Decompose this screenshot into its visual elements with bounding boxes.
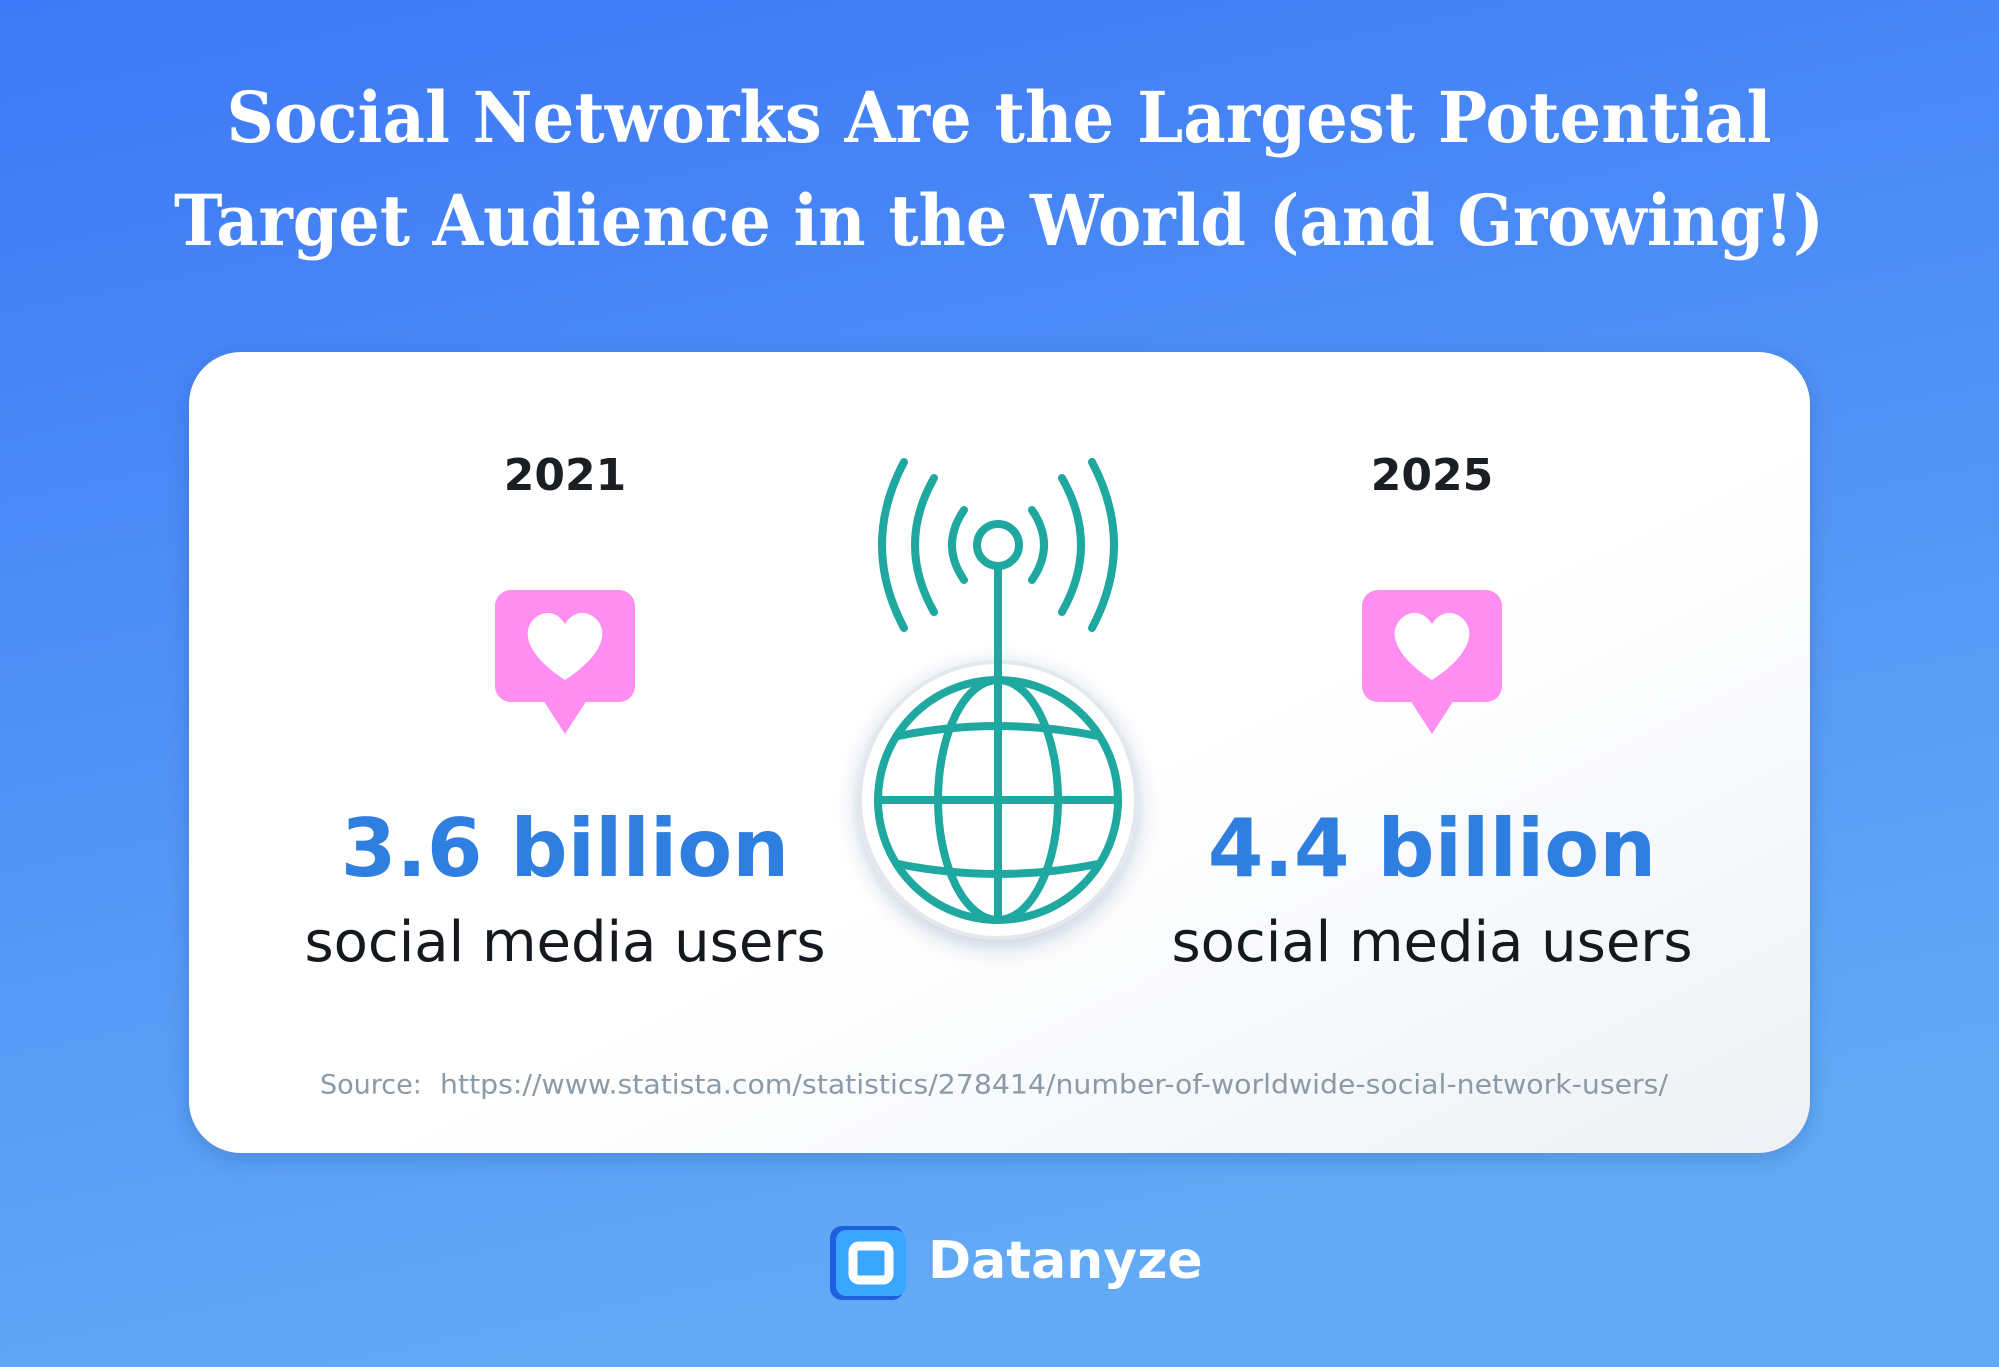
stat-label: social media users — [304, 910, 825, 975]
amount: 4.4 billion — [1208, 802, 1656, 895]
title-line: Social Networks Are the Largest Potentia… — [227, 76, 1772, 159]
title-line: Target Audience in the World (and Growin… — [174, 179, 1824, 262]
brand-name: Datanyze — [928, 1231, 1203, 1291]
globe-icon — [858, 458, 1138, 940]
source-label: Source: — [320, 1070, 422, 1101]
source-url: https://www.statista.com/statistics/2784… — [440, 1070, 1669, 1101]
year: 2021 — [504, 450, 626, 501]
stat-label: social media users — [1171, 910, 1692, 975]
brand-logo — [830, 1226, 906, 1300]
amount: 3.6 billion — [341, 802, 789, 895]
year: 2025 — [1371, 450, 1493, 501]
